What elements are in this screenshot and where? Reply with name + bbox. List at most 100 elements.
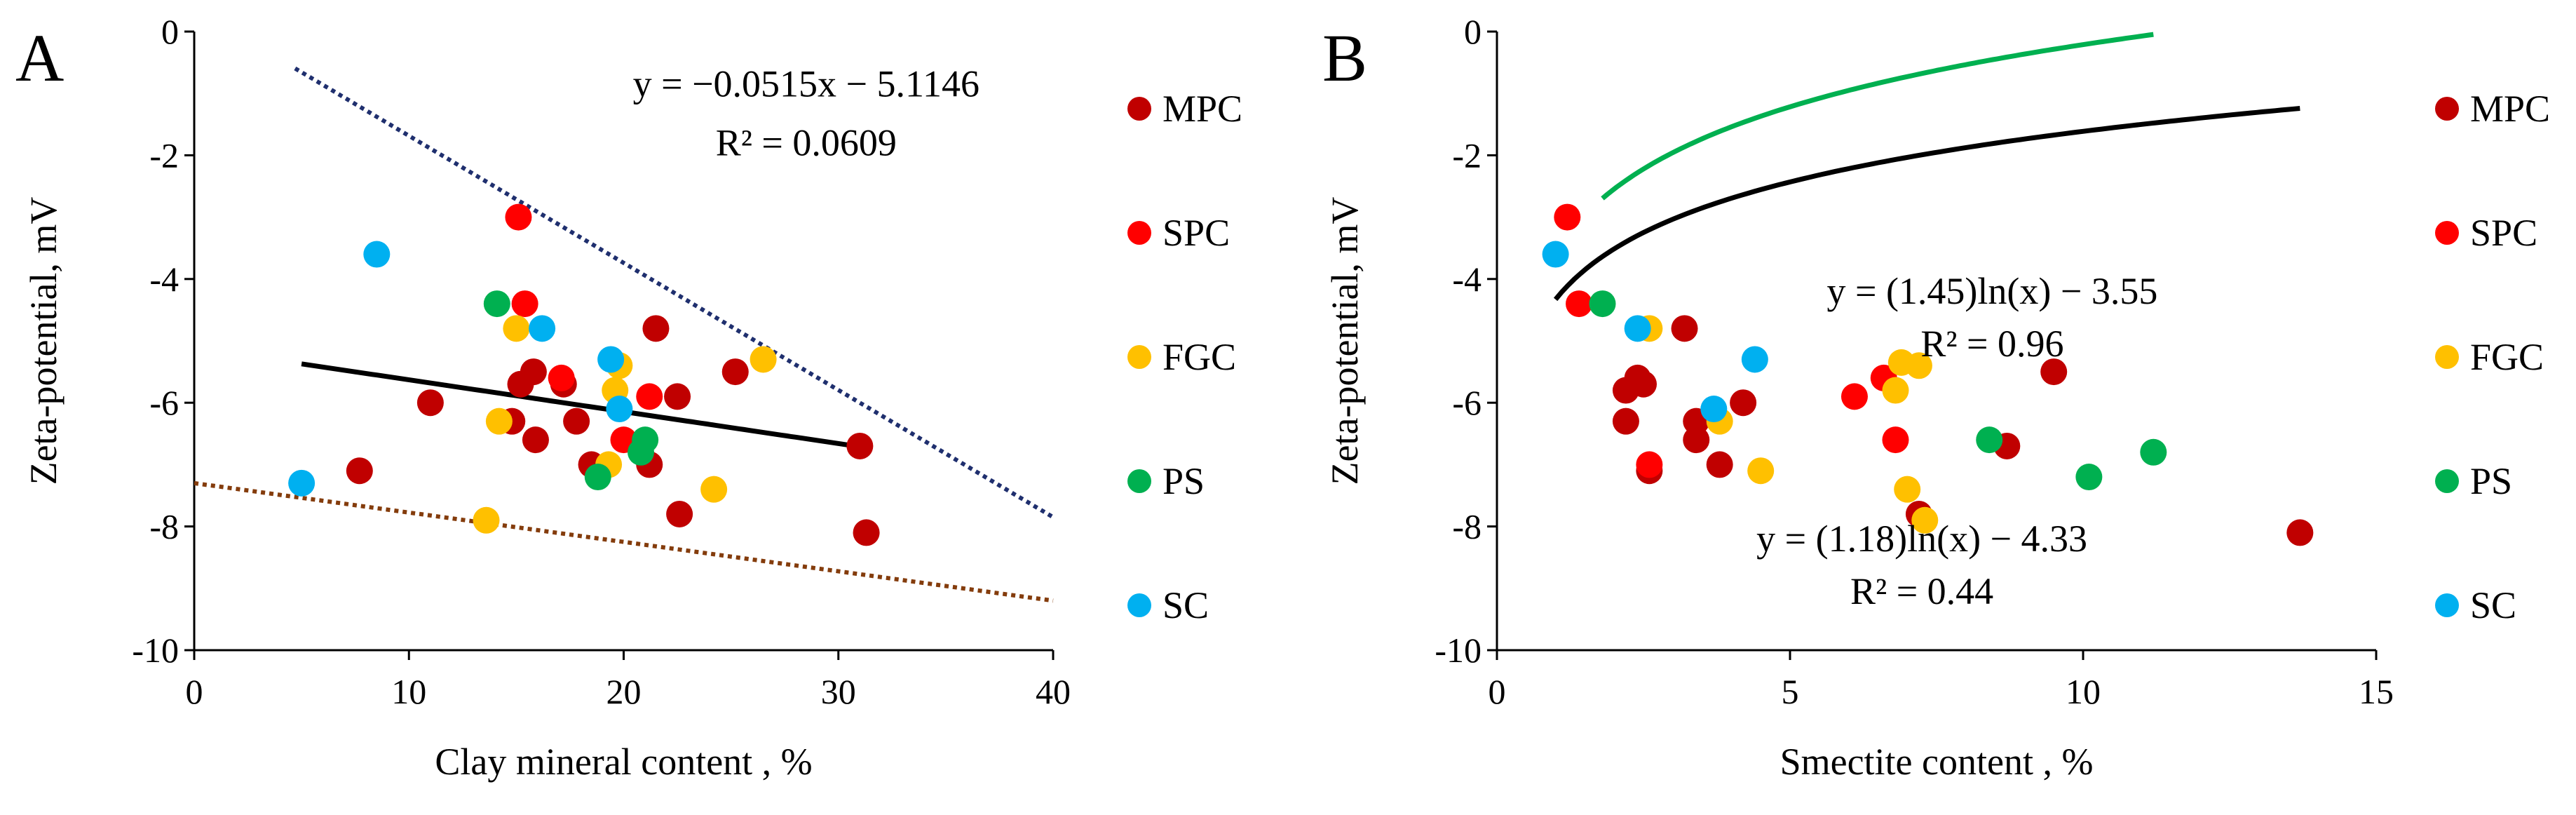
data-point-sc [606,396,633,423]
legend-label-ps: PS [1162,460,1205,502]
legend-label-mpc: MPC [1162,88,1242,130]
data-point-sc [363,241,391,268]
data-point-fgc [1882,377,1909,404]
series-spc [1554,203,1909,478]
x-tick-label: 0 [1489,672,1506,711]
trendline-log-0 [1553,106,2300,302]
data-point-mpc [522,426,549,454]
data-point-ps [2075,464,2103,491]
data-point-mpc [2040,358,2068,386]
data-point-sc [1741,346,1768,373]
x-axis-title: Smectite content , % [1780,741,2094,783]
legend-marker-ps [2435,469,2459,493]
trendline-annotation: y = −0.0515x − 5.1146 [633,63,979,105]
data-point-spc [1566,290,1593,318]
legend-marker-mpc [2435,97,2459,121]
legend-label-sc: SC [1162,584,1209,626]
trendline-linear-0 [301,361,867,450]
legend-label-mpc: MPC [2470,88,2550,130]
data-point-fgc [1911,506,1939,534]
y-tick-label: -10 [132,631,179,670]
data-point-fgc [473,506,500,534]
data-point-sc [1700,396,1728,423]
data-point-spc [636,383,663,410]
x-tick-label: 10 [391,672,426,711]
data-point-mpc [416,389,444,417]
legend-marker-fgc [2435,345,2459,369]
data-point-mpc [1730,389,1757,417]
x-tick-label: 5 [1782,672,1799,711]
y-tick-label: -8 [149,507,179,546]
data-point-mpc [1630,370,1657,398]
data-point-mpc [1612,408,1639,435]
y-tick-label: -10 [1435,631,1482,670]
data-point-spc [1636,451,1663,478]
data-point-fgc [503,315,530,342]
x-axis-title: Clay mineral content , % [435,741,812,783]
y-axis-title: Zeta-potential, mV [22,197,65,485]
legend-label-fgc: FGC [2470,336,2544,378]
data-point-fgc [1747,457,1775,485]
trendline-linear-2 [194,480,1054,603]
data-point-ps [1976,426,2003,454]
legend-label-spc: SPC [2470,212,2537,254]
series-ps [483,290,659,491]
data-point-spc [1841,383,1868,410]
data-point-ps [483,290,510,318]
data-point-mpc [563,408,590,435]
y-tick-label: -4 [149,260,179,299]
data-point-spc [1882,426,1909,454]
y-tick-label: 0 [161,12,179,51]
legend-marker-sc [2435,593,2459,617]
data-point-sc [288,469,316,497]
legend-label-sc: SC [2470,584,2516,626]
data-point-mpc [1683,426,1710,454]
series-sc [288,241,633,497]
data-point-mpc [664,383,691,410]
series-mpc [1612,315,2314,546]
legend-label-ps: PS [2470,460,2512,502]
x-tick-label: 20 [606,672,642,711]
legend-label-spc: SPC [1162,212,1230,254]
legend-marker-sc [1127,593,1151,617]
data-point-ps [1589,290,1616,318]
y-tick-label: -6 [149,383,179,422]
data-point-mpc [846,432,874,459]
panel-label: A [15,20,64,95]
data-point-mpc [1671,315,1698,342]
data-point-ps [584,464,611,491]
trendline-annotation: y = (1.18)ln(x) − 4.33 [1756,518,2087,560]
y-tick-label: -2 [1452,135,1482,175]
trendline-linear-1 [294,67,1055,519]
y-tick-label: 0 [1464,12,1482,51]
data-point-spc [511,290,538,318]
data-point-spc [1554,203,1581,231]
legend-label-fgc: FGC [1162,336,1236,378]
legend-marker-fgc [1127,345,1151,369]
data-point-spc [505,203,532,231]
data-point-fgc [485,408,513,435]
x-tick-label: 30 [821,672,856,711]
trendline-annotation: y = (1.45)ln(x) − 3.55 [1826,270,2157,312]
trendline-annotation: R² = 0.96 [1920,323,2063,365]
x-tick-label: 10 [2066,672,2101,711]
series-ps [1589,290,2167,491]
trendline-annotation: R² = 0.0609 [716,121,897,163]
data-point-mpc [1706,451,1733,478]
data-point-ps [2140,438,2167,466]
data-point-mpc [642,315,670,342]
data-point-mpc [853,519,880,546]
data-point-mpc [2286,519,2314,546]
trendline-log-1 [1601,32,2154,201]
legend-marker-mpc [1127,97,1151,121]
data-point-sc [1624,315,1651,342]
data-point-fgc [700,476,728,503]
legend-marker-ps [1127,469,1151,493]
data-point-mpc [666,500,693,527]
series-sc [1542,241,1768,423]
data-point-fgc [1894,476,1921,503]
data-point-ps [632,426,659,454]
x-tick-label: 40 [1036,672,1071,711]
